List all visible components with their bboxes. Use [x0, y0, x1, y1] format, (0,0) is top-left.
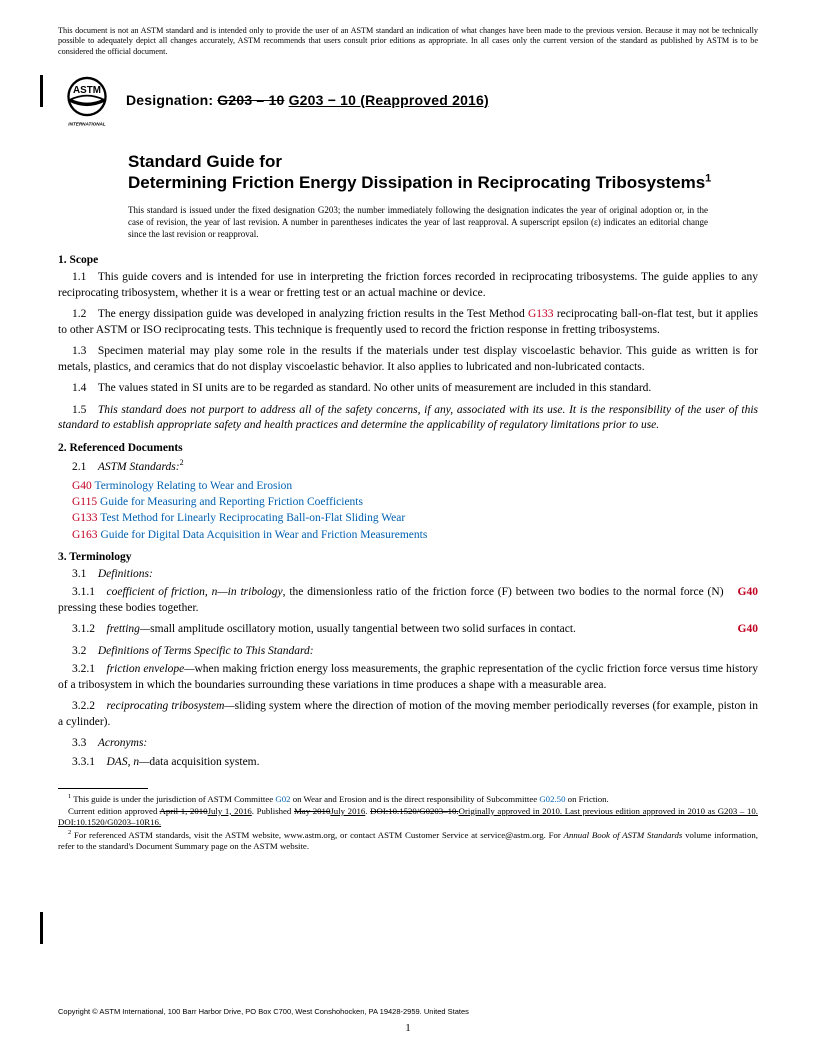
redline-disclaimer: This document is not an ASTM standard an…: [58, 26, 758, 57]
def-fretting: G403.1.2 fretting—small amplitude oscill…: [58, 622, 758, 638]
footnote-2: 2 For referenced ASTM standards, visit t…: [58, 829, 758, 853]
link-g133-inline[interactable]: G133: [528, 308, 554, 320]
title-block: Standard Guide for Determining Friction …: [128, 151, 758, 194]
terminology-heading: 3. Terminology: [58, 551, 758, 563]
para-1-1: 1.1 This guide covers and is intended fo…: [58, 270, 758, 301]
para-1-5-safety: 1.5 This standard does not purport to ad…: [58, 403, 758, 434]
svg-text:ASTM: ASTM: [73, 85, 101, 96]
designation-label: Designation:: [126, 92, 217, 108]
def-reciprocating-tribosystem: 3.2.2 reciprocating tribosystem—sliding …: [58, 699, 758, 730]
para-2-1: 2.1 ASTM Standards:2: [58, 458, 758, 475]
designation-line: Designation: G203 – 10 G203 − 10 (Reappr…: [126, 92, 489, 108]
title-line1: Standard Guide for: [128, 152, 282, 171]
title-line2: Determining Friction Energy Dissipation …: [128, 173, 705, 192]
source-ref-g40-2[interactable]: G40: [724, 622, 758, 638]
para-3-1: 3.1 Definitions:: [58, 567, 758, 583]
page-number: 1: [405, 1022, 411, 1034]
footnote-separator: [58, 788, 148, 789]
footnote-1: 1 This guide is under the jurisdiction o…: [58, 793, 758, 805]
para-3-2: 3.2 Definitions of Terms Specific to Thi…: [58, 644, 758, 660]
def-friction-envelope: 3.2.1 friction envelope—when making fric…: [58, 662, 758, 693]
standard-title: Standard Guide for Determining Friction …: [128, 151, 758, 194]
def-das: 3.3.1 DAS, n—data acquisition system.: [58, 755, 758, 771]
link-subcommittee-g0250[interactable]: G02.50: [539, 794, 565, 804]
ref-g115[interactable]: G115 Guide for Measuring and Reporting F…: [58, 494, 758, 510]
issuance-note: This standard is issued under the fixed …: [128, 205, 708, 240]
para-1-4: 1.4 The values stated in SI units are to…: [58, 381, 758, 397]
change-bar-bottom: [40, 912, 43, 944]
header-row: ASTM INTERNATIONAL Designation: G203 – 1…: [58, 71, 758, 129]
designation-old: G203 – 10: [217, 92, 284, 108]
footnote-1-line2: Current edition approved April 1, 2010Ju…: [58, 806, 758, 829]
ref-g133[interactable]: G133 Test Method for Linearly Reciprocat…: [58, 510, 758, 526]
svg-text:INTERNATIONAL: INTERNATIONAL: [68, 121, 106, 126]
title-superscript: 1: [705, 172, 711, 184]
scope-heading: 1. Scope: [58, 254, 758, 266]
change-bar-top: [40, 75, 43, 107]
copyright-line: Copyright © ASTM International, 100 Barr…: [58, 1007, 469, 1016]
def-coefficient-friction: G403.1.1 coefficient of friction, n—in t…: [58, 585, 758, 616]
designation-new: G203 − 10 (Reapproved 2016): [289, 92, 489, 108]
link-committee-g02[interactable]: G02: [275, 794, 290, 804]
ref-g40[interactable]: G40 Terminology Relating to Wear and Ero…: [58, 478, 758, 494]
para-1-2: 1.2 The energy dissipation guide was dev…: [58, 307, 758, 338]
para-1-3: 1.3 Specimen material may play some role…: [58, 344, 758, 375]
para-3-3: 3.3 Acronyms:: [58, 736, 758, 752]
refdocs-heading: 2. Referenced Documents: [58, 442, 758, 454]
ref-g163[interactable]: G163 Guide for Digital Data Acquisition …: [58, 527, 758, 543]
astm-logo: ASTM INTERNATIONAL: [58, 71, 116, 129]
source-ref-g40-1[interactable]: G40: [724, 585, 758, 601]
